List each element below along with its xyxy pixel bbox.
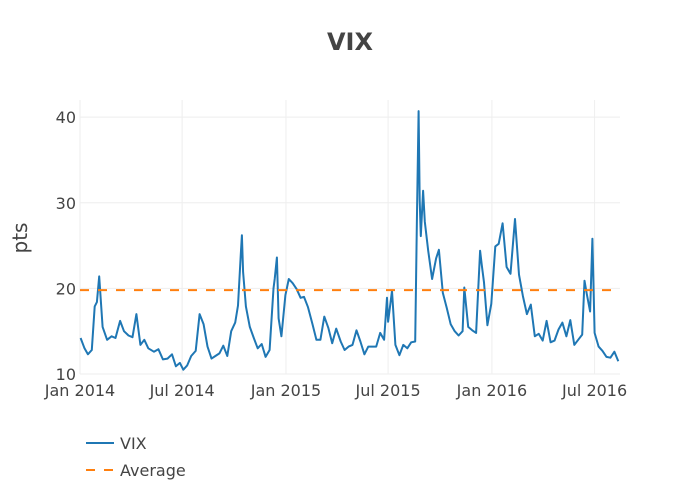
- axis-layer: 10 20 30 40 Jan 2014 Jul 2014 Jan 2015 Jul 2015…: [44, 108, 627, 400]
- series-layer: [79, 110, 620, 371]
- x-tick-label: Jul 2014: [149, 381, 215, 400]
- legend-label: VIX: [120, 434, 147, 453]
- x-tick-label: Jan 2014: [44, 381, 115, 400]
- y-tick-label: 20: [56, 279, 76, 298]
- legend[interactable]: VIX Average: [86, 434, 186, 480]
- y-tick-label: 40: [56, 108, 76, 127]
- legend-item[interactable]: Average: [86, 461, 186, 480]
- legend-label: Average: [120, 461, 186, 480]
- vix-series-line: [79, 110, 620, 371]
- x-tick-label: Jan 2015: [250, 381, 321, 400]
- y-tick-label: 10: [56, 365, 76, 384]
- x-tick-label: Jul 2016: [561, 381, 627, 400]
- x-tick-label: Jan 2016: [456, 381, 527, 400]
- y-tick-label: 30: [56, 194, 76, 213]
- y-axis-label: pts: [8, 223, 32, 254]
- chart-title: VIX: [327, 28, 374, 56]
- x-tick-label: Jul 2015: [355, 381, 421, 400]
- legend-item[interactable]: VIX: [86, 434, 147, 453]
